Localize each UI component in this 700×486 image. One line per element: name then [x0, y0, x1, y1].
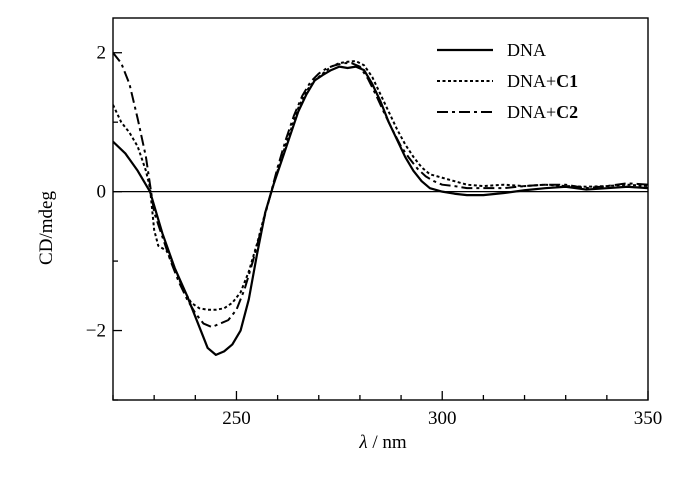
- legend-label-compound: C2: [556, 102, 578, 122]
- x-tick-label: 350: [634, 408, 663, 429]
- x-axis-unit: / nm: [372, 432, 407, 453]
- tick-marks: 250 300 350 −2 0 2: [86, 43, 662, 429]
- legend-label-prefix: DNA+: [507, 71, 556, 91]
- series-lines: [113, 52, 648, 356]
- axes: [112, 17, 649, 401]
- series-line-2: [113, 60, 648, 311]
- series-line-3: [113, 52, 648, 329]
- legend-label-compound: C1: [556, 71, 578, 91]
- x-tick-label: 300: [428, 408, 457, 429]
- x-axis-label: λ / nm: [358, 432, 407, 453]
- legend-label-prefix: DNA+: [507, 102, 556, 122]
- y-tick-label: 0: [97, 182, 107, 203]
- legend-label-prefix: DNA: [507, 40, 546, 60]
- legend-label-1: DNA: [507, 40, 546, 60]
- legend-label-3: DNA+C2: [507, 102, 578, 122]
- x-tick-label: 250: [222, 408, 251, 429]
- y-axis-label: CD/mdeg: [36, 191, 57, 265]
- plot-frame: [112, 17, 649, 401]
- y-tick-label: 2: [97, 43, 107, 64]
- x-axis-symbol: λ: [358, 432, 367, 453]
- y-tick-label: −2: [86, 321, 106, 342]
- legend-label-2: DNA+C1: [507, 71, 578, 91]
- series-line-1: [113, 65, 648, 356]
